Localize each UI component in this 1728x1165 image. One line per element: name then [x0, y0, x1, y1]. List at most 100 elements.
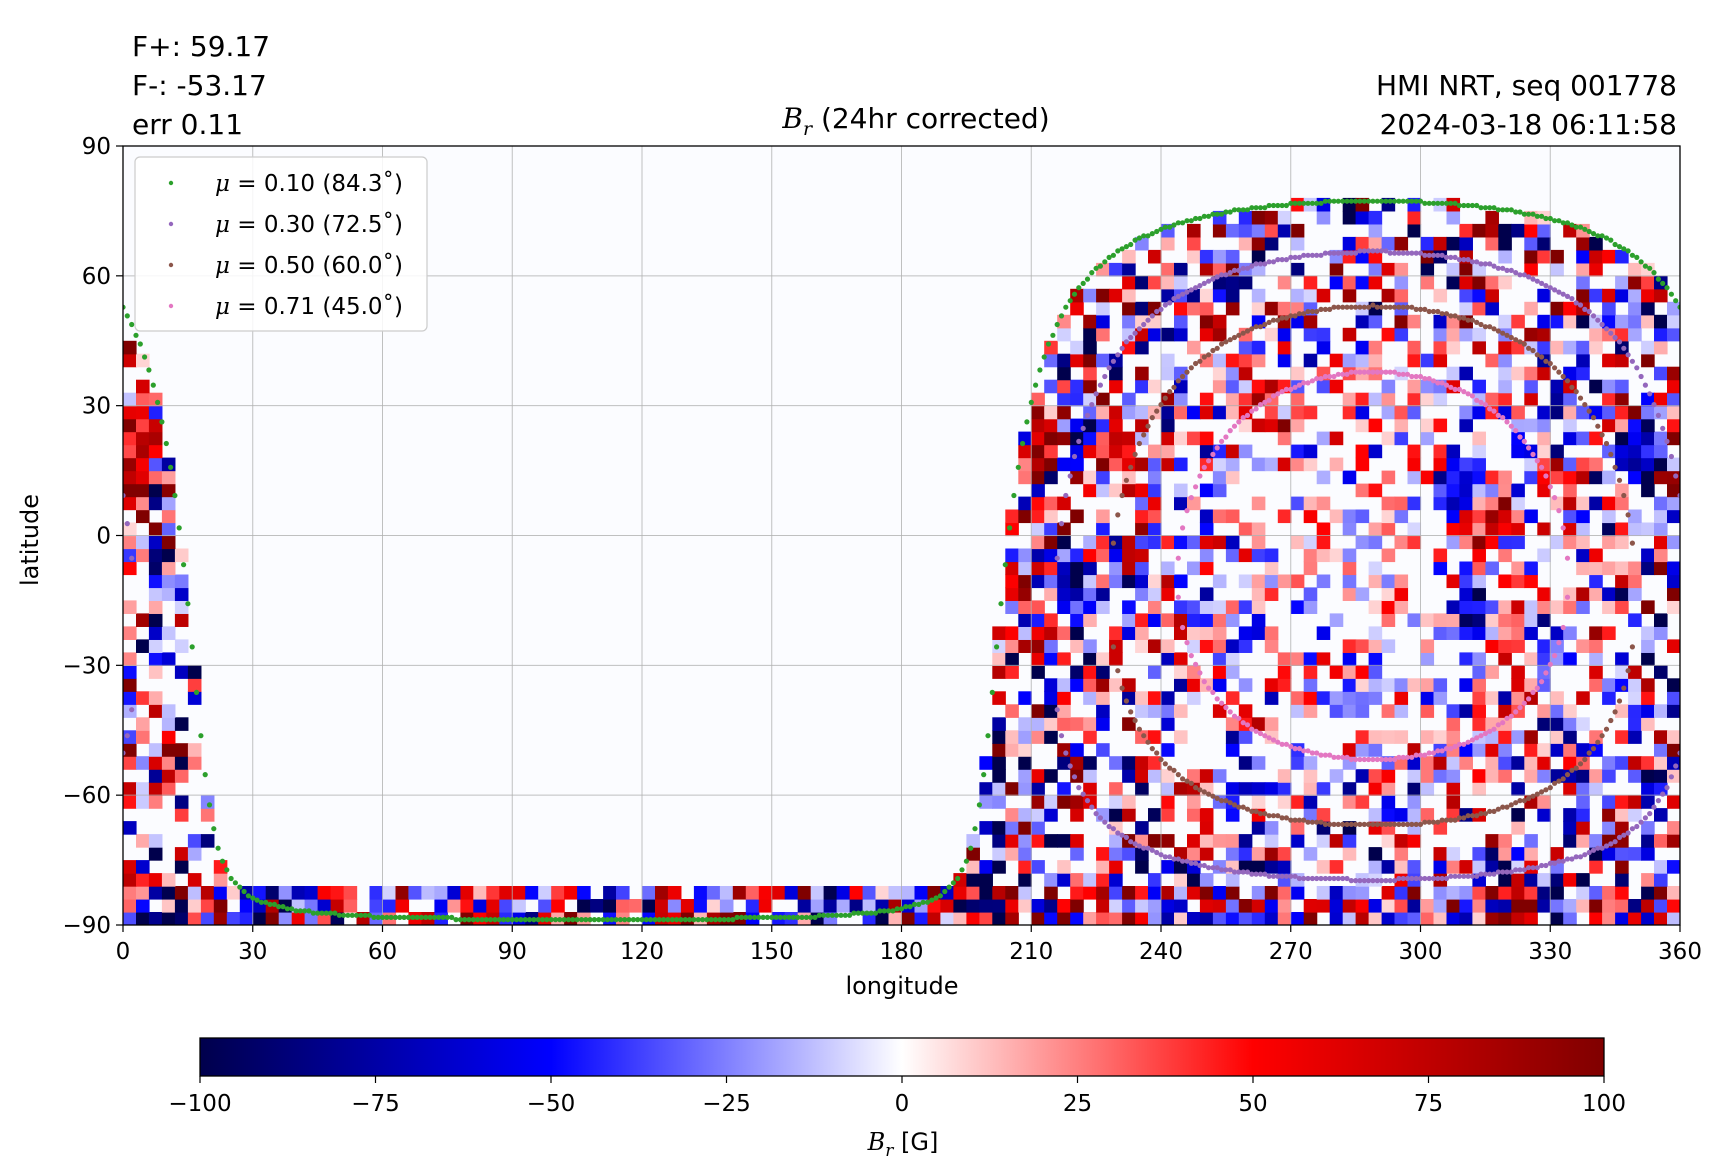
heatmap-cell	[1161, 613, 1175, 627]
heatmap-cell	[1589, 574, 1603, 589]
heatmap-cell	[1420, 418, 1435, 433]
mu-contour-point	[985, 733, 991, 739]
heatmap-cell	[1602, 769, 1616, 783]
heatmap-cell	[992, 847, 1006, 861]
mu-contour-point	[1361, 878, 1367, 884]
heatmap-cell	[1109, 795, 1123, 809]
heatmap-cell	[1290, 457, 1305, 472]
heatmap-cell	[1654, 561, 1668, 576]
heatmap-cell	[1212, 574, 1227, 589]
heatmap-cell	[1563, 223, 1577, 238]
mu-contour-point	[1491, 205, 1497, 211]
heatmap-cell	[1472, 587, 1486, 601]
heatmap-cell	[1225, 912, 1240, 925]
mu-contour-point	[1552, 780, 1558, 786]
mu-contour-point	[1487, 406, 1493, 412]
mu-contour-point	[1314, 750, 1320, 756]
mu-contour-point	[994, 644, 1000, 650]
heatmap-cell	[1576, 587, 1590, 601]
heatmap-cell	[1329, 769, 1344, 783]
heatmap-cell	[1135, 457, 1149, 472]
mu-contour-point	[1210, 689, 1216, 696]
mu-contour-point	[1660, 425, 1666, 431]
heatmap-cell	[1576, 717, 1590, 731]
heatmap-cell	[1433, 457, 1448, 472]
mu-contour-point	[1422, 875, 1428, 882]
mu-contour-point	[1530, 211, 1536, 217]
mu-contour-point	[842, 912, 848, 918]
heatmap-cell	[1031, 535, 1045, 550]
heatmap-cell	[1251, 535, 1266, 550]
mu-contour-point	[1521, 211, 1527, 217]
heatmap-cell	[1225, 847, 1240, 861]
mu-contour-point	[1106, 254, 1112, 260]
mu-contour-point	[1132, 717, 1138, 724]
mu-contour-point	[1110, 826, 1116, 832]
heatmap-cell	[1498, 639, 1512, 653]
heatmap-cell	[1161, 860, 1175, 874]
heatmap-cell	[1420, 808, 1435, 822]
heatmap-cell	[1485, 912, 1499, 925]
heatmap-cell	[1329, 548, 1344, 563]
mu-contour-point	[1340, 250, 1346, 256]
heatmap-cell	[992, 912, 1006, 925]
heatmap-cell	[1109, 457, 1123, 472]
heatmap-cell	[1031, 392, 1045, 407]
mu-contour-point	[1374, 369, 1380, 375]
mu-contour-point	[1616, 698, 1623, 704]
heatmap-cell	[1472, 717, 1486, 731]
heatmap-cell	[1329, 899, 1344, 913]
mu-contour-point	[1102, 819, 1108, 825]
heatmap-cell	[1459, 899, 1473, 913]
mu-contour-point	[1167, 854, 1173, 860]
heatmap-cell	[1018, 613, 1032, 627]
heatmap-cell	[1083, 366, 1097, 381]
mu-contour-point	[1002, 562, 1008, 568]
heatmap-cell	[1264, 548, 1279, 563]
heatmap-cell	[1238, 366, 1253, 381]
heatmap-cell	[1342, 288, 1357, 303]
heatmap-cell	[343, 899, 358, 913]
heatmap-cell	[123, 691, 137, 705]
heatmap-cell	[1498, 730, 1512, 744]
heatmap-cell	[213, 860, 228, 874]
heatmap-cell	[1628, 756, 1642, 770]
heatmap-cell	[174, 717, 189, 731]
heatmap-cell	[1433, 912, 1448, 925]
mu-contour-point	[1331, 821, 1337, 828]
heatmap-cell	[1031, 860, 1045, 874]
heatmap-cell	[1109, 886, 1123, 900]
mu-contour-point	[1193, 661, 1199, 667]
mu-contour-point	[955, 875, 961, 882]
heatmap-cell	[1018, 639, 1032, 653]
mu-contour-point	[1071, 774, 1078, 780]
mu-contour-point	[885, 908, 892, 914]
heatmap-cell	[123, 730, 137, 744]
mu-contour-point	[1188, 287, 1194, 293]
heatmap-cell	[1628, 275, 1642, 290]
mu-contour-point	[1175, 594, 1181, 600]
heatmap-cell	[1589, 431, 1603, 446]
mu-contour-point	[1188, 780, 1194, 786]
heatmap-cell	[1251, 288, 1266, 303]
mu-contour-point	[1590, 313, 1597, 319]
mu-contour-point	[1236, 207, 1242, 213]
heatmap-cell	[1459, 366, 1473, 381]
heatmap-cell	[1550, 743, 1564, 757]
heatmap-cell	[1264, 899, 1279, 913]
heatmap-cell	[1251, 821, 1266, 835]
mu-contour-point	[1305, 252, 1311, 258]
mu-contour-point	[1560, 624, 1566, 631]
mu-contour-point	[371, 914, 377, 921]
mu-contour-point	[1253, 728, 1259, 734]
heatmap-cell	[1381, 600, 1396, 614]
mu-contour-point	[1292, 817, 1298, 823]
mu-contour-point	[1539, 464, 1545, 470]
mu-contour-point	[1387, 198, 1393, 204]
heatmap-cell	[1628, 704, 1642, 718]
heatmap-cell	[1550, 873, 1564, 887]
heatmap-cell	[123, 353, 137, 368]
mu-contour-point	[1327, 373, 1333, 380]
heatmap-cell	[1109, 262, 1123, 277]
heatmap-cell	[1251, 210, 1266, 225]
